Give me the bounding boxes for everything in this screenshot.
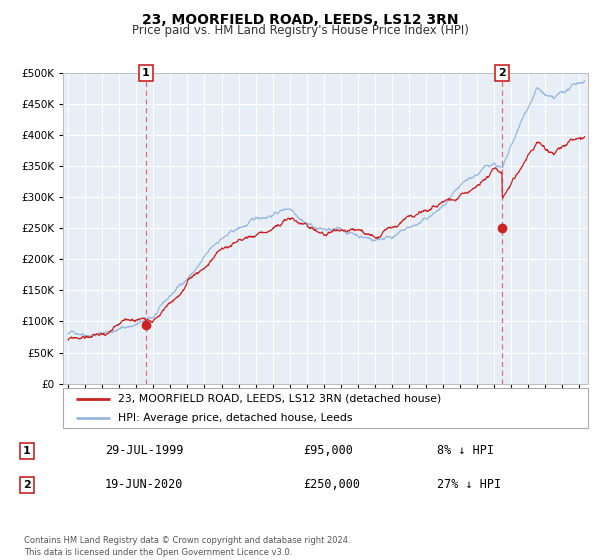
Text: 1: 1	[23, 446, 31, 456]
Text: 2: 2	[23, 480, 31, 489]
Text: 23, MOORFIELD ROAD, LEEDS, LS12 3RN (detached house): 23, MOORFIELD ROAD, LEEDS, LS12 3RN (det…	[118, 394, 442, 404]
Text: 23, MOORFIELD ROAD, LEEDS, LS12 3RN: 23, MOORFIELD ROAD, LEEDS, LS12 3RN	[142, 13, 458, 27]
Text: 19-JUN-2020: 19-JUN-2020	[105, 478, 184, 491]
Text: 29-JUL-1999: 29-JUL-1999	[105, 444, 184, 457]
Text: HPI: Average price, detached house, Leeds: HPI: Average price, detached house, Leed…	[118, 413, 353, 422]
Text: 2: 2	[498, 68, 506, 78]
Text: Price paid vs. HM Land Registry's House Price Index (HPI): Price paid vs. HM Land Registry's House …	[131, 24, 469, 37]
Text: 27% ↓ HPI: 27% ↓ HPI	[437, 478, 501, 491]
Text: £95,000: £95,000	[303, 444, 353, 457]
Text: Contains HM Land Registry data © Crown copyright and database right 2024.
This d: Contains HM Land Registry data © Crown c…	[24, 536, 350, 557]
Text: 1: 1	[142, 68, 150, 78]
Text: £250,000: £250,000	[303, 478, 360, 491]
Text: 8% ↓ HPI: 8% ↓ HPI	[437, 444, 494, 457]
